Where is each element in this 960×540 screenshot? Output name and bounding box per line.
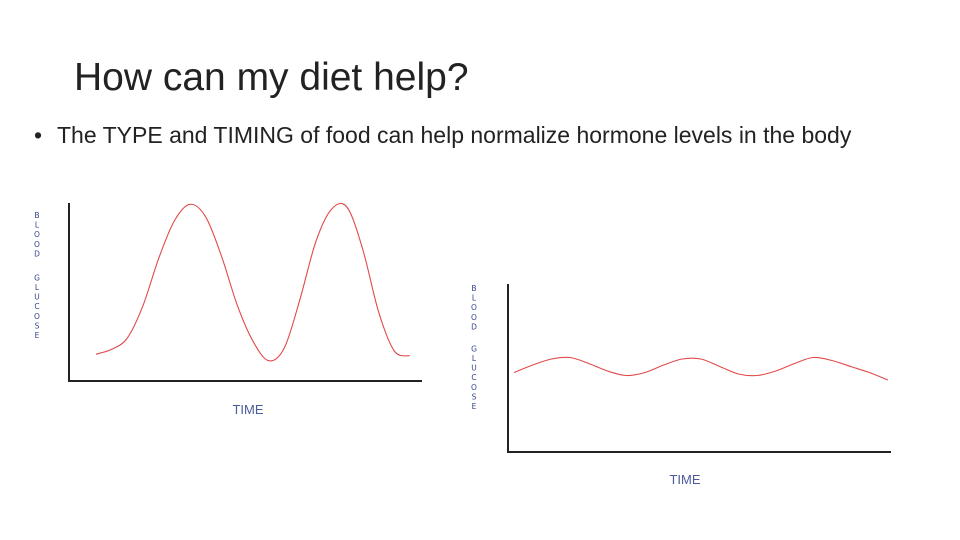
y-axis-label-letter: O xyxy=(471,303,477,312)
y-axis-label-letter: D xyxy=(471,322,477,331)
bullet-dot: • xyxy=(34,122,43,148)
y-axis-label-letter: L xyxy=(472,294,477,303)
slide-title: How can my diet help? xyxy=(74,56,469,99)
series-line xyxy=(95,202,411,362)
y-axis-label-letter: E xyxy=(472,402,477,411)
y-axis-label-letter: S xyxy=(35,321,40,330)
y-axis-label-letter: O xyxy=(34,230,40,239)
x-axis-label: TIME xyxy=(232,402,263,417)
y-axis-label-letter: O xyxy=(471,383,477,392)
y-axis-label-letter: U xyxy=(471,364,477,373)
y-axis-label-letter: S xyxy=(472,392,477,401)
y-axis-label-letter: B xyxy=(34,211,39,220)
y-axis-label-letter: D xyxy=(34,249,40,258)
y-axis-label-letter: L xyxy=(35,221,40,230)
y-axis-label-letter: C xyxy=(471,373,476,382)
y-axis-label-letter: G xyxy=(34,273,40,282)
y-axis-label-letter: O xyxy=(34,240,40,249)
y-axis-label-letter: L xyxy=(35,283,40,292)
y-axis-label-letter: L xyxy=(472,354,477,363)
y-axis-label-letter: B xyxy=(471,284,476,293)
y-axis-label-letter: U xyxy=(34,293,40,302)
bullet-point: • The TYPE and TIMING of food can help n… xyxy=(34,120,854,150)
series-line xyxy=(513,356,889,381)
y-axis-label-letter: E xyxy=(35,331,40,340)
y-axis-label-letter: O xyxy=(471,313,477,322)
y-axis-label-letter: O xyxy=(34,312,40,321)
y-axis-label-letter: C xyxy=(34,302,39,311)
y-axis-label-letter: G xyxy=(471,344,477,353)
x-axis-label: TIME xyxy=(669,472,700,487)
bullet-text: The TYPE and TIMING of food can help nor… xyxy=(57,122,852,148)
